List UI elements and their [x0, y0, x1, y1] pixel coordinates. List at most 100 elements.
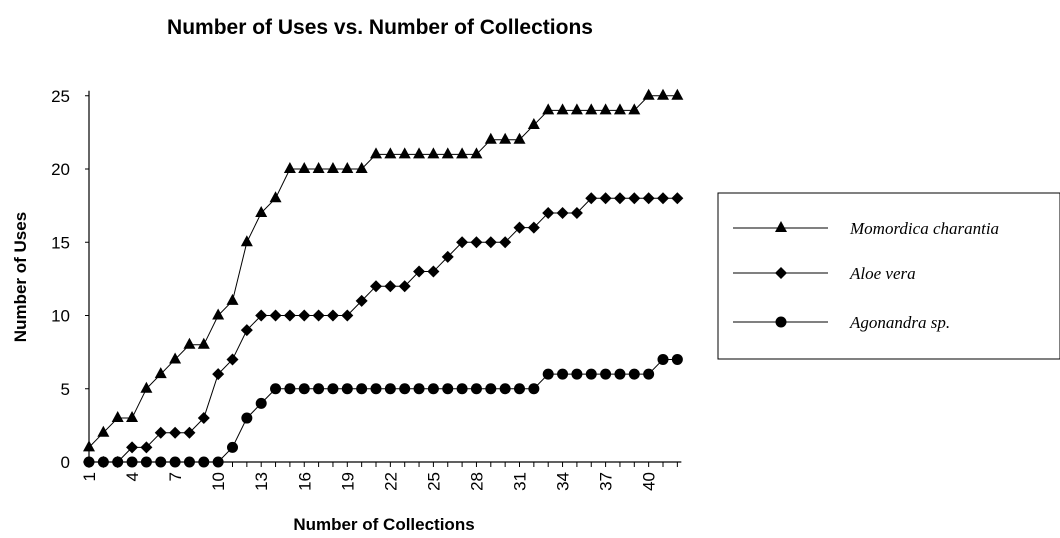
diamond-marker	[326, 309, 339, 322]
triangle-marker	[513, 132, 526, 144]
series-diamond	[83, 192, 684, 468]
diamond-marker	[427, 265, 440, 278]
y-tick-label: 25	[51, 87, 70, 106]
circle-marker	[456, 383, 468, 395]
circle-marker	[169, 456, 181, 468]
x-axis-title: Number of Collections	[293, 515, 474, 534]
triangle-marker	[312, 162, 325, 173]
triangle-marker	[775, 221, 787, 232]
circle-marker	[514, 383, 525, 395]
circle-marker	[628, 368, 640, 380]
diamond-marker	[298, 309, 311, 322]
diamond-marker	[542, 206, 555, 219]
diamond-marker	[126, 441, 139, 454]
triangle-marker	[470, 147, 483, 159]
series-line	[88, 95, 678, 448]
series-circle	[83, 353, 683, 468]
plot-series	[83, 88, 684, 468]
x-tick-label: 7	[166, 472, 185, 481]
chart-title: Number of Uses vs. Number of Collections	[167, 16, 593, 39]
triangle-marker	[269, 191, 282, 203]
diamond-marker	[255, 309, 268, 322]
circle-marker	[499, 383, 511, 395]
triangle-marker	[499, 132, 512, 144]
diamond-marker	[240, 324, 253, 337]
diamond-marker	[671, 192, 684, 205]
legend-entry: Agonandra sp.	[733, 313, 950, 332]
triangle-marker	[140, 381, 153, 393]
diamond-marker	[775, 267, 787, 279]
circle-marker	[284, 383, 296, 395]
x-tick-label: 1	[80, 472, 99, 481]
x-tick-label: 37	[597, 472, 616, 491]
diamond-marker	[456, 236, 469, 249]
triangle-marker	[527, 118, 540, 130]
diamond-marker	[484, 236, 497, 249]
x-tick-label: 40	[640, 472, 659, 491]
diamond-marker	[398, 280, 411, 293]
diamond-marker	[657, 192, 669, 205]
circle-marker	[97, 456, 109, 468]
y-tick-label: 15	[51, 233, 70, 252]
diamond-marker	[169, 426, 182, 439]
series-line	[89, 197, 678, 463]
circle-marker	[140, 456, 152, 468]
diamond-marker	[642, 192, 655, 205]
diamond-marker	[384, 280, 397, 293]
triangle-marker	[384, 147, 397, 159]
diamond-marker	[197, 412, 210, 425]
y-tick-label: 5	[61, 380, 70, 399]
circle-marker	[298, 383, 310, 395]
triangle-marker	[326, 162, 339, 173]
circle-marker	[241, 412, 253, 424]
circle-marker	[126, 456, 138, 468]
legend-label: Momordica charantia	[849, 219, 999, 238]
legend-label: Aloe vera	[849, 264, 916, 283]
triangle-marker	[169, 352, 182, 364]
triangle-marker	[370, 147, 382, 159]
triangle-marker	[427, 147, 440, 159]
diamond-marker	[441, 250, 454, 263]
diamond-marker	[226, 353, 239, 366]
diamond-marker	[355, 294, 368, 307]
x-axis: 1 4 7 10 13 16 19 22 25 28 31 34 37 40	[80, 461, 682, 491]
triangle-marker	[341, 162, 354, 173]
diamond-marker	[527, 221, 540, 234]
triangle-marker	[556, 103, 569, 115]
circle-marker	[413, 383, 425, 395]
circle-marker	[542, 368, 554, 380]
diamond-marker	[140, 441, 153, 454]
triangle-marker	[484, 132, 497, 144]
triangle-marker	[97, 425, 110, 437]
y-tick-label: 20	[51, 160, 70, 179]
series-triangle	[83, 88, 684, 452]
triangle-marker	[355, 162, 368, 173]
circle-marker	[198, 456, 210, 468]
triangle-marker	[111, 411, 124, 423]
triangle-marker	[226, 293, 239, 305]
triangle-marker	[154, 367, 167, 379]
x-tick-label: 25	[424, 472, 443, 491]
diamond-marker	[499, 236, 512, 249]
legend: Momordica charantia Aloe vera Agonandra sp…	[717, 192, 1060, 360]
x-tick-label: 19	[338, 472, 357, 491]
diamond-marker	[269, 309, 282, 322]
circle-marker	[643, 368, 655, 380]
legend-box	[717, 192, 1060, 360]
y-tick-label: 10	[51, 307, 70, 326]
circle-marker	[227, 441, 238, 453]
circle-marker	[83, 456, 95, 468]
x-tick-label: 10	[209, 472, 228, 491]
triangle-marker	[441, 147, 454, 159]
circle-marker	[384, 383, 396, 395]
y-axis-title: Number of Uses	[11, 212, 30, 342]
triangle-marker	[240, 235, 253, 247]
circle-marker	[112, 456, 124, 468]
triangle-marker	[398, 147, 411, 159]
diamond-marker	[183, 426, 196, 439]
triangle-marker	[255, 205, 268, 217]
diamond-marker	[513, 221, 526, 234]
circle-marker	[571, 368, 583, 380]
circle-marker	[255, 397, 267, 409]
